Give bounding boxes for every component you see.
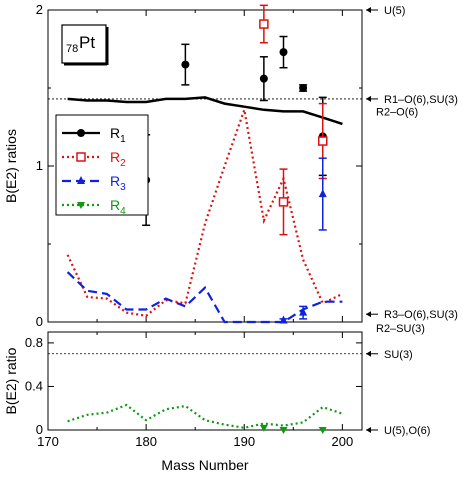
data-point-r2 <box>318 136 328 146</box>
right-annotations: U(5) R1–O(6),SU(3)R2–O(6) R3–O(6),SU(3) R2–… <box>366 5 458 437</box>
legend-marker <box>77 202 85 209</box>
data-point-r2 <box>278 197 289 207</box>
right-annotation: U(5) <box>384 5 405 17</box>
data-point-r1 <box>259 74 268 83</box>
nucleus-mass-number: 78 <box>66 43 78 55</box>
data-point-r1 <box>299 84 308 92</box>
upper-theory-lines <box>66 96 343 324</box>
upper-y-axis-label: B(E2) ratios <box>3 129 19 203</box>
y-tick-label: 0.4 <box>25 378 43 393</box>
legend-marker <box>77 176 85 184</box>
right-annotation: R2–O(6) <box>376 106 418 118</box>
data-point-r3 <box>279 315 288 324</box>
x-axis-label: Mass Number <box>161 457 248 473</box>
data-point-r4 <box>279 427 288 434</box>
y-tick-label: 0 <box>36 422 43 437</box>
y-tick-label: 2 <box>36 2 43 17</box>
x-tick-label: 200 <box>332 434 354 449</box>
y-tick-label: 0.8 <box>25 335 43 350</box>
y-tick-label: 0 <box>36 314 43 329</box>
data-point-r2 <box>259 19 269 29</box>
data-point-r1 <box>181 60 190 69</box>
upper-axis-ticks: 0 1 2 <box>36 2 362 329</box>
annotation-arrowhead <box>366 427 371 433</box>
x-tick-label: 190 <box>233 434 255 449</box>
x-tick-label: 170 <box>37 434 59 449</box>
lower-plot-frame <box>47 331 363 431</box>
y-tick-label: 1 <box>36 158 43 173</box>
annotation-arrowhead <box>366 7 371 13</box>
right-annotation: U(5),O(6) <box>384 425 430 437</box>
annotation-arrowhead <box>366 311 371 318</box>
right-annotation: SU(3) <box>384 349 413 361</box>
x-tick-label: 180 <box>135 434 157 449</box>
data-point-r4 <box>259 424 268 432</box>
lower-experiment-points <box>259 424 327 434</box>
data-point-r3 <box>318 189 327 198</box>
annotation-arrowhead <box>366 95 371 102</box>
legend-marker <box>76 152 86 162</box>
right-annotation: R1–O(6),SU(3) <box>384 94 458 106</box>
lower-y-axis-label: B(E2) ratio <box>3 347 19 414</box>
legend-marker <box>77 129 85 137</box>
upper-experiment-points <box>142 4 328 324</box>
data-point-r3 <box>299 307 308 316</box>
annotation-arrowhead <box>366 350 371 357</box>
data-point-r4 <box>318 427 327 434</box>
series-line-r1 <box>67 96 343 126</box>
lower-theory-lines <box>67 403 343 429</box>
nucleus-label: 78 Pt <box>61 24 109 66</box>
right-annotation: R3–O(6),SU(3) <box>384 309 458 321</box>
lower-axis-ticks: 170 180 190 200 0 0.4 0.8 <box>25 332 362 449</box>
series-line-r4 <box>67 403 343 429</box>
nucleus-symbol: Pt <box>79 33 95 52</box>
data-point-r1 <box>279 48 288 57</box>
series-line-r3 <box>66 271 343 324</box>
right-annotation: R2–SU(3) <box>376 323 425 335</box>
